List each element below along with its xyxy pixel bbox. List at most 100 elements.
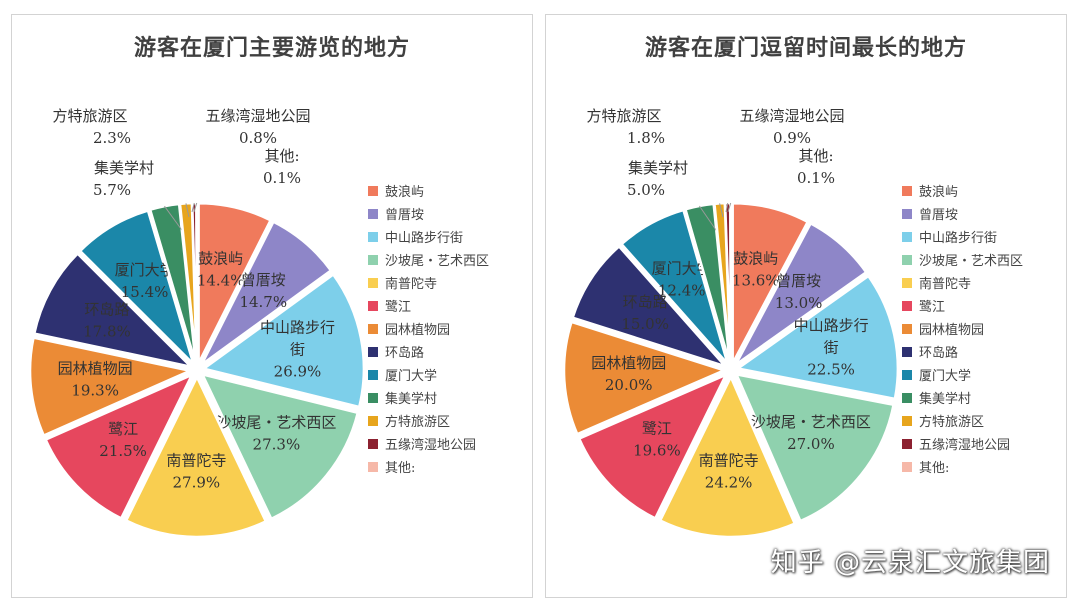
legend-item: 环岛路 bbox=[902, 340, 1023, 363]
legend-swatch bbox=[902, 392, 912, 403]
legend-swatch bbox=[902, 208, 912, 219]
legend-swatch bbox=[368, 231, 378, 242]
legend-item: 厦门大学 bbox=[368, 363, 489, 386]
slice-value-label: 14.4% bbox=[197, 271, 245, 289]
legend-label: 鼓浪屿 bbox=[919, 185, 959, 200]
legend-item: 沙坡尾・艺术西区 bbox=[368, 248, 489, 271]
legend-label: 方特旅游区 bbox=[385, 415, 451, 430]
slice-name-label: 沙坡尾・艺术西区 bbox=[751, 413, 871, 431]
legend-swatch bbox=[368, 208, 378, 219]
legend-item: 沙坡尾・艺术西区 bbox=[902, 248, 1023, 271]
slice-value-label: 17.8% bbox=[83, 322, 131, 340]
slice-name-label: 厦门大学 bbox=[115, 261, 175, 279]
legend-item: 五缘湾湿地公园 bbox=[902, 432, 1023, 455]
slice-value-label: 0.1% bbox=[263, 169, 301, 187]
legend-item: 集美学村 bbox=[902, 386, 1023, 409]
legend-label: 集美学村 bbox=[385, 392, 438, 407]
chart-panel-right: 游客在厦门逗留时间最长的地方 鼓浪屿 13.6% 曾厝垵 13.0% 中山路步行街 22.… bbox=[545, 14, 1067, 598]
legend-swatch bbox=[368, 392, 378, 403]
slice-value-label: 0.8% bbox=[239, 129, 277, 147]
slice-value-label: 22.5% bbox=[807, 360, 855, 378]
slice-value-label: 15.0% bbox=[621, 315, 669, 333]
slice-name-label: 中山路步行 bbox=[260, 318, 335, 336]
legend-swatch bbox=[902, 254, 912, 265]
legend-item: 鹭江 bbox=[902, 294, 1023, 317]
pie-slice bbox=[43, 372, 195, 521]
legend-item: 方特旅游区 bbox=[902, 409, 1023, 432]
slice-name-label: 五缘湾湿地公园 bbox=[739, 107, 844, 125]
slice-name-label: 鼓浪屿 bbox=[198, 249, 243, 267]
leader-line bbox=[719, 203, 724, 218]
slice-value-label: 1.8% bbox=[627, 129, 665, 147]
legend-item: 鹭江 bbox=[368, 294, 489, 317]
legend-swatch bbox=[902, 277, 912, 288]
slice-value-label: 13.6% bbox=[732, 272, 780, 290]
legend-swatch bbox=[368, 300, 378, 311]
slice-name-label: 南普陀寺 bbox=[166, 451, 226, 469]
legend-label: 曾厝垵 bbox=[385, 208, 425, 223]
leader-line bbox=[191, 202, 195, 213]
slice-name-label: 鹭江 bbox=[108, 420, 138, 438]
slice-name-label: 鼓浪屿 bbox=[733, 250, 778, 268]
slice-name-label: 园林植物园 bbox=[58, 360, 133, 378]
legend-swatch bbox=[368, 415, 378, 426]
legend-swatch bbox=[368, 438, 378, 449]
leader-line bbox=[727, 202, 732, 213]
legend-swatch bbox=[902, 185, 912, 196]
legend-item: 南普陀寺 bbox=[902, 271, 1023, 294]
legend-swatch bbox=[902, 300, 912, 311]
legend-item: 环岛路 bbox=[368, 340, 489, 363]
legend-item: 五缘湾湿地公园 bbox=[368, 432, 489, 455]
legend-label: 南普陀寺 bbox=[385, 277, 438, 292]
pie-slice bbox=[729, 201, 733, 364]
legend-swatch bbox=[902, 323, 912, 334]
legend-item: 厦门大学 bbox=[902, 363, 1023, 386]
slice-value-label: 5.0% bbox=[627, 181, 665, 199]
slice-value-label: 13.0% bbox=[775, 294, 823, 312]
pie-slice bbox=[197, 201, 273, 364]
legend-label: 鹭江 bbox=[919, 300, 946, 315]
legend: 鼓浪屿 曾厝垵 中山路步行街 沙坡尾・艺术西区 南普陀寺 鹭江 园林植物园 环岛路 厦门大学 集美… bbox=[902, 179, 1023, 478]
leader-line bbox=[164, 205, 185, 234]
legend-swatch bbox=[368, 254, 378, 265]
slice-name-label: 集美学村 bbox=[94, 159, 154, 177]
legend-swatch bbox=[368, 185, 378, 196]
legend-label: 其他: bbox=[385, 461, 416, 476]
slice-value-label: 5.7% bbox=[93, 181, 131, 199]
pie-slice bbox=[734, 221, 868, 366]
legend-swatch bbox=[368, 277, 378, 288]
slice-name-label: 其他: bbox=[264, 147, 299, 165]
watermark: 知乎 @云泉汇文旅集团 bbox=[770, 548, 1050, 578]
pie-slice bbox=[734, 372, 896, 523]
legend-label: 集美学村 bbox=[919, 392, 972, 407]
leader-line bbox=[185, 203, 190, 218]
pie-chart: 鼓浪屿 14.4%曾厝垵 14.7% 中山路步行街 26.9% 沙坡尾・艺术西区 27.3%… bbox=[28, 107, 366, 539]
legend-swatch bbox=[368, 346, 378, 357]
slice-value-label: 27.0% bbox=[787, 435, 835, 453]
leader-line bbox=[193, 202, 198, 213]
legend-label: 沙坡尾・艺术西区 bbox=[385, 254, 490, 269]
pie-slice bbox=[32, 251, 195, 369]
pie-slice bbox=[734, 274, 900, 401]
slice-name-label: 环岛路 bbox=[623, 293, 668, 311]
legend-item: 其他: bbox=[368, 455, 489, 478]
legend-label: 方特旅游区 bbox=[919, 415, 985, 430]
slice-value-label: 26.9% bbox=[274, 362, 322, 380]
slice-name-label: 中山路步行 bbox=[794, 316, 869, 334]
legend-label: 其他: bbox=[919, 461, 950, 476]
slice-name-label: 环岛路 bbox=[84, 300, 129, 318]
pie-slice bbox=[200, 272, 366, 409]
legend-label: 园林植物园 bbox=[385, 323, 451, 338]
legend-item: 曾厝垵 bbox=[368, 202, 489, 225]
pie-slice bbox=[619, 208, 729, 365]
legend-label: 鹭江 bbox=[385, 300, 412, 315]
legend-swatch bbox=[902, 346, 912, 357]
pie-slice bbox=[28, 336, 195, 438]
pie-chart: 鼓浪屿 13.6%曾厝垵 13.0% 中山路步行街 22.5% 沙坡尾・艺术西区 27.0%… bbox=[562, 107, 900, 539]
legend-swatch bbox=[368, 323, 378, 334]
pie-slice bbox=[731, 201, 810, 364]
legend-label: 沙坡尾・艺术西区 bbox=[919, 254, 1024, 269]
legend-swatch bbox=[902, 231, 912, 242]
chart-panel-left: 游客在厦门主要游览的地方 鼓浪屿 14.4% 曾厝垵 14.7% 中山路步行街 26.9%… bbox=[11, 14, 533, 598]
legend-label: 南普陀寺 bbox=[919, 277, 972, 292]
